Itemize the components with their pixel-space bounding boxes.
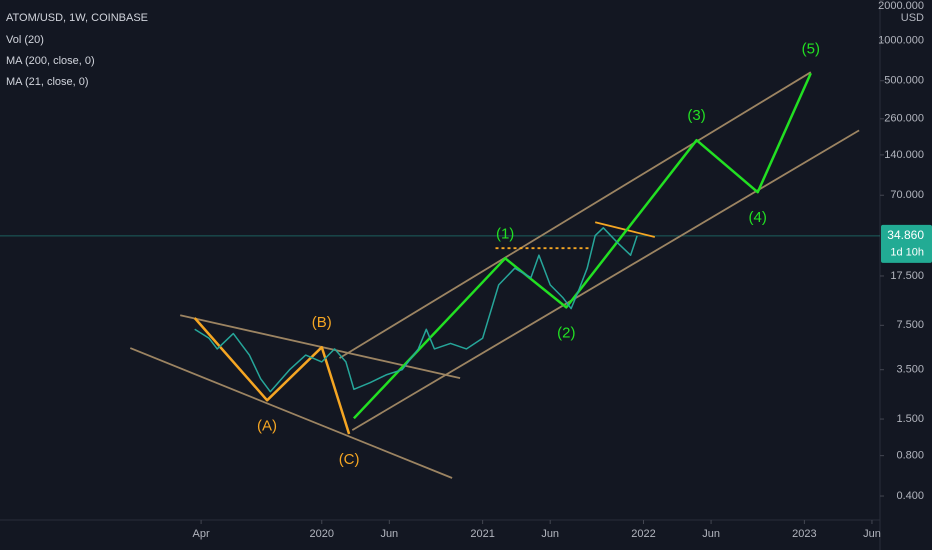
y-tick-label: 260.000 [884,113,924,125]
y-tick-label: 2000.000 [878,0,924,12]
symbol-title: ATOM/USD, 1W, COINBASE [6,12,148,24]
y-tick-label: 140.000 [884,149,924,161]
drawing [129,347,453,479]
currency: USD [901,12,924,24]
y-tick-label: 7.500 [896,319,924,331]
drawing [352,72,812,420]
price-line [194,227,638,393]
countdown: 1d 10h [890,247,924,259]
x-tick-label: Jun [863,528,881,540]
drawing [180,314,461,379]
y-tick-label: 1000.000 [878,34,924,46]
wave-label: (A) [257,417,277,434]
indicator: MA (200, close, 0) [6,55,95,67]
indicator: MA (21, close, 0) [6,76,89,88]
price-tag [881,224,932,263]
x-tick-label: Apr [193,528,210,540]
x-tick-label: Jun [380,528,398,540]
wave-label: (C) [339,451,360,468]
x-tick-label: 2023 [792,528,816,540]
wave-label: (5) [802,40,820,57]
wave-label: (1) [496,225,514,242]
drawing [351,129,860,431]
x-tick-label: 2021 [470,528,494,540]
y-tick-label: 0.400 [896,490,924,502]
x-tick-label: 2020 [310,528,334,540]
x-tick-label: Jun [541,528,559,540]
price-tag-value: 34.860 [887,228,924,242]
x-tick-label: 2022 [631,528,655,540]
drawing [193,317,351,435]
y-tick-label: 17.500 [890,270,924,282]
x-tick-label: Jun [702,528,720,540]
wave-label: (2) [557,324,575,341]
y-tick-label: 1.500 [896,413,924,425]
drawing [594,221,656,238]
drawing [339,71,812,359]
y-tick-label: 70.000 [890,189,924,201]
wave-label: (4) [749,209,767,226]
indicator: Vol (20) [6,34,44,46]
wave-label: (3) [687,107,705,124]
wave-label: (B) [312,314,332,331]
y-tick-label: 0.800 [896,450,924,462]
y-tick-label: 3.500 [896,364,924,376]
y-tick-label: 500.000 [884,75,924,87]
